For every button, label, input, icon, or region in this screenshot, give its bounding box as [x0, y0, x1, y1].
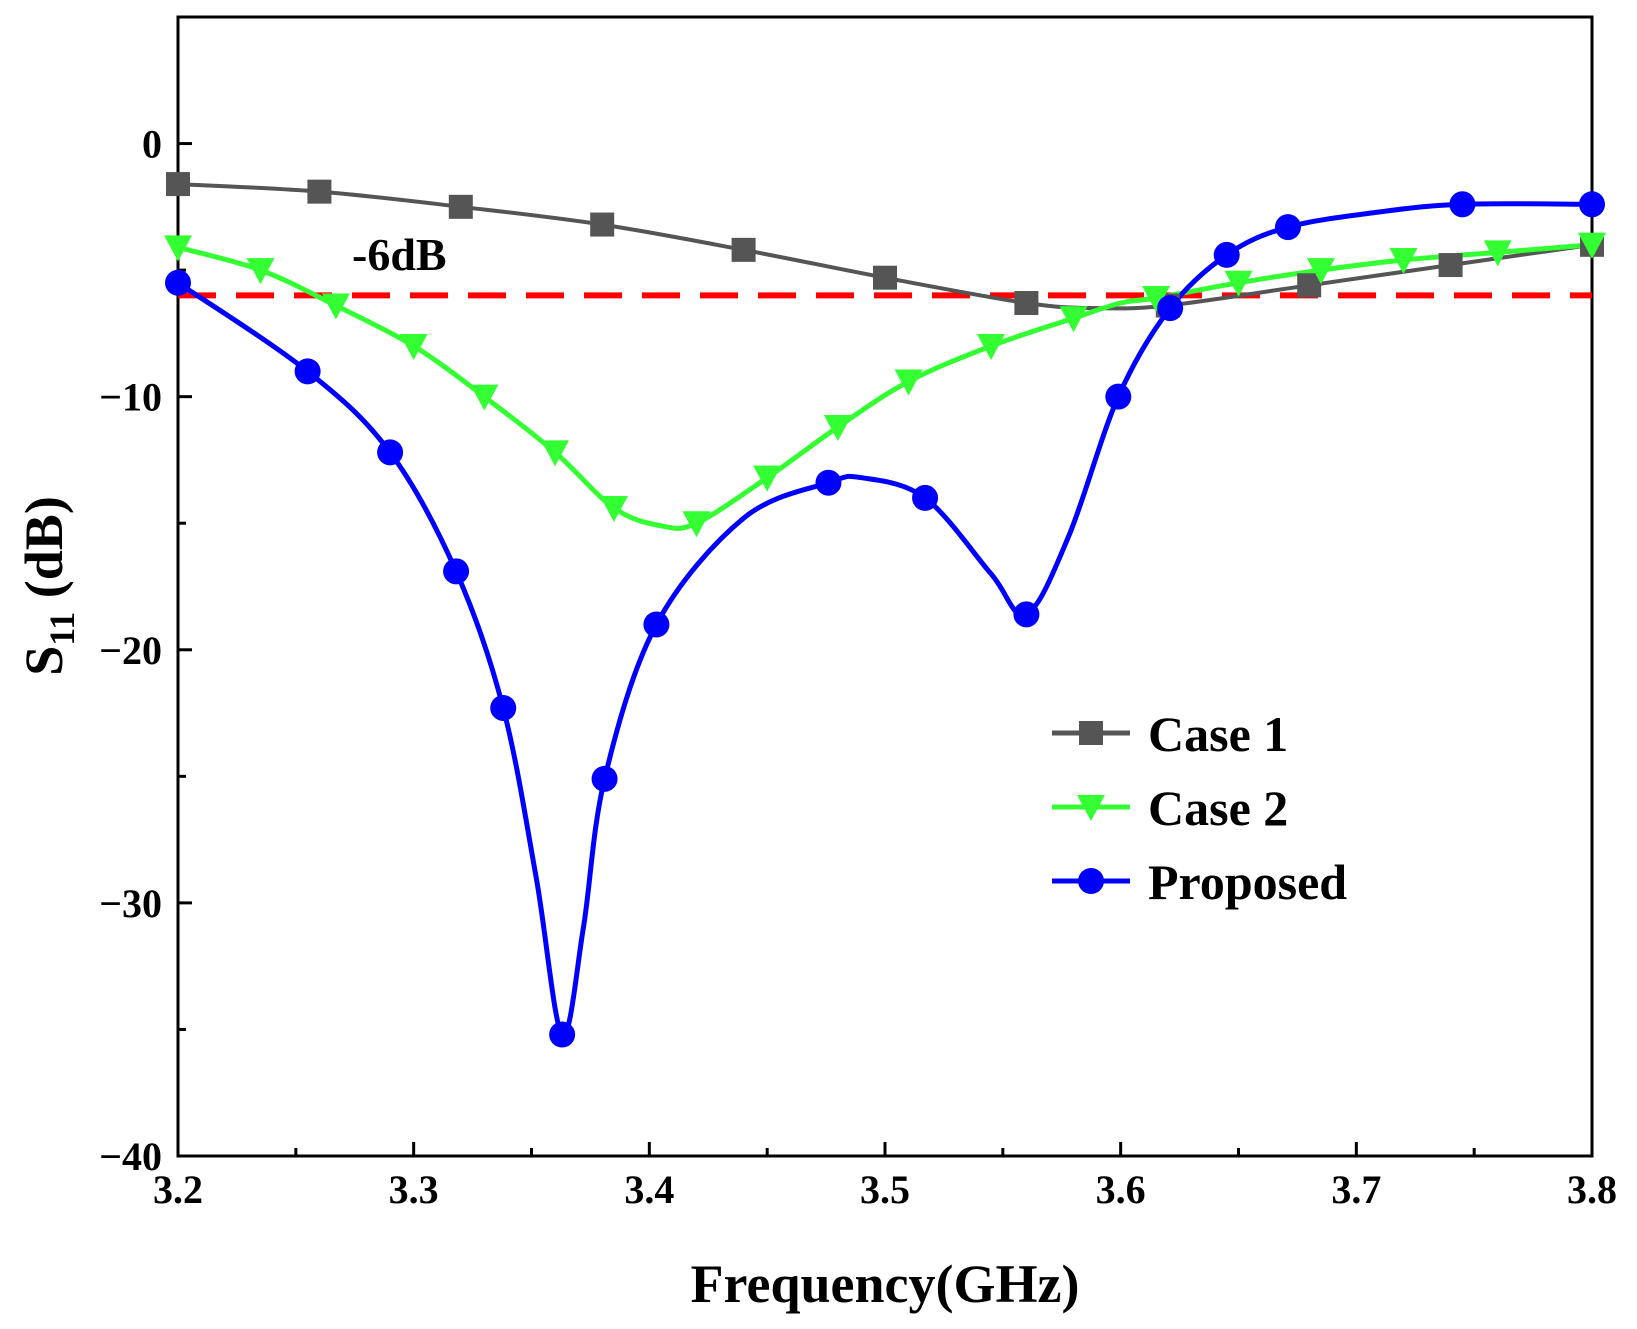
- data-point-case-2: [1306, 258, 1335, 285]
- legend-label-case2: Case 2: [1148, 780, 1288, 836]
- data-point-proposed: [1157, 295, 1184, 322]
- y-axis-title-unit: (dB): [14, 496, 74, 612]
- data-point-case-2: [399, 334, 428, 361]
- data-point-proposed: [1274, 214, 1301, 241]
- series-line-proposed: [178, 201, 1592, 1038]
- legend-marker-proposed: [1078, 868, 1104, 894]
- data-point-proposed: [490, 694, 517, 721]
- data-point-proposed: [912, 484, 939, 511]
- legend-marker-case1: [1079, 721, 1103, 745]
- data-point-proposed: [1579, 191, 1605, 218]
- data-point-proposed: [643, 611, 670, 638]
- legend: Case 1 Case 2 Proposed: [1052, 706, 1347, 910]
- data-point-case-2: [1059, 306, 1088, 333]
- data-point-proposed: [1105, 383, 1132, 410]
- series-group: [178, 182, 1592, 1038]
- data-point-proposed: [1449, 191, 1476, 218]
- y-tick-label: 0: [142, 122, 162, 167]
- data-point-case-2: [682, 511, 711, 538]
- y-tick-label: −30: [99, 881, 162, 926]
- data-point-case-1: [1014, 291, 1039, 316]
- series-line-case-1: [178, 182, 1592, 311]
- y-tick-label: −20: [99, 628, 162, 673]
- data-point-proposed: [165, 269, 191, 296]
- data-point-case-2: [894, 369, 923, 396]
- x-tick-label: 3.7: [1331, 1167, 1381, 1212]
- data-point-case-2: [1578, 232, 1606, 259]
- x-tick-label: 3.4: [624, 1167, 674, 1212]
- reference-label: -6dB: [352, 229, 447, 280]
- data-point-case-1: [307, 179, 332, 204]
- data-point-case-2: [470, 384, 499, 411]
- data-point-proposed: [591, 765, 618, 792]
- data-point-case-1: [448, 194, 473, 219]
- x-tick-label: 3.3: [389, 1167, 439, 1212]
- data-point-case-2: [246, 258, 275, 285]
- plot-frame: [176, 15, 1594, 1158]
- data-point-proposed: [1013, 601, 1040, 628]
- x-axis-title: Frequency(GHz): [691, 1254, 1080, 1314]
- legend-marker-case2: [1077, 795, 1105, 821]
- data-point-case-2: [321, 293, 350, 320]
- y-axis-title: S11 (dB): [14, 496, 82, 676]
- y-axis-title-sub: 11: [42, 612, 82, 646]
- data-point-proposed: [549, 1021, 576, 1048]
- x-tick-label: 3.6: [1096, 1167, 1146, 1212]
- data-point-case-1: [1297, 273, 1322, 298]
- data-point-case-1: [731, 237, 756, 262]
- data-point-case-2: [541, 440, 570, 467]
- x-tick-label: 3.5: [860, 1167, 910, 1212]
- data-point-case-2: [599, 496, 628, 523]
- markers-group: [164, 172, 1606, 1048]
- data-point-proposed: [1213, 241, 1240, 268]
- data-point-proposed: [815, 469, 842, 496]
- legend-item-case1: Case 1: [1052, 706, 1288, 762]
- data-point-case-2: [164, 235, 192, 262]
- data-point-case-2: [1224, 270, 1253, 297]
- legend-item-case2: Case 2: [1052, 780, 1288, 836]
- axis-ticks: 3.2 3.3 3.4 3.5 3.6 3.7 3.8 0 −10 −20 −30 −40: [99, 15, 1617, 1212]
- y-tick-label: −40: [99, 1134, 162, 1179]
- data-point-proposed: [443, 558, 470, 585]
- data-point-case-1: [166, 172, 190, 197]
- data-point-case-2: [977, 334, 1006, 361]
- x-tick-label: 3.2: [153, 1167, 203, 1212]
- data-point-case-1: [873, 265, 897, 290]
- data-point-case-1: [590, 212, 615, 237]
- data-point-case-2: [753, 465, 782, 492]
- data-point-proposed: [294, 358, 321, 385]
- data-point-case-2: [823, 415, 852, 442]
- x-tick-label: 3.8: [1567, 1167, 1617, 1212]
- y-tick-label: −10: [99, 375, 162, 420]
- data-point-case-2: [1483, 240, 1512, 267]
- data-point-case-2: [1142, 285, 1171, 312]
- data-point-proposed: [377, 439, 404, 466]
- legend-label-case1: Case 1: [1148, 706, 1288, 762]
- data-point-case-2: [1389, 247, 1418, 274]
- legend-label-proposed: Proposed: [1148, 854, 1347, 910]
- data-point-case-1: [1438, 253, 1463, 278]
- y-axis-title-main: S: [14, 646, 74, 676]
- legend-item-proposed: Proposed: [1052, 854, 1347, 910]
